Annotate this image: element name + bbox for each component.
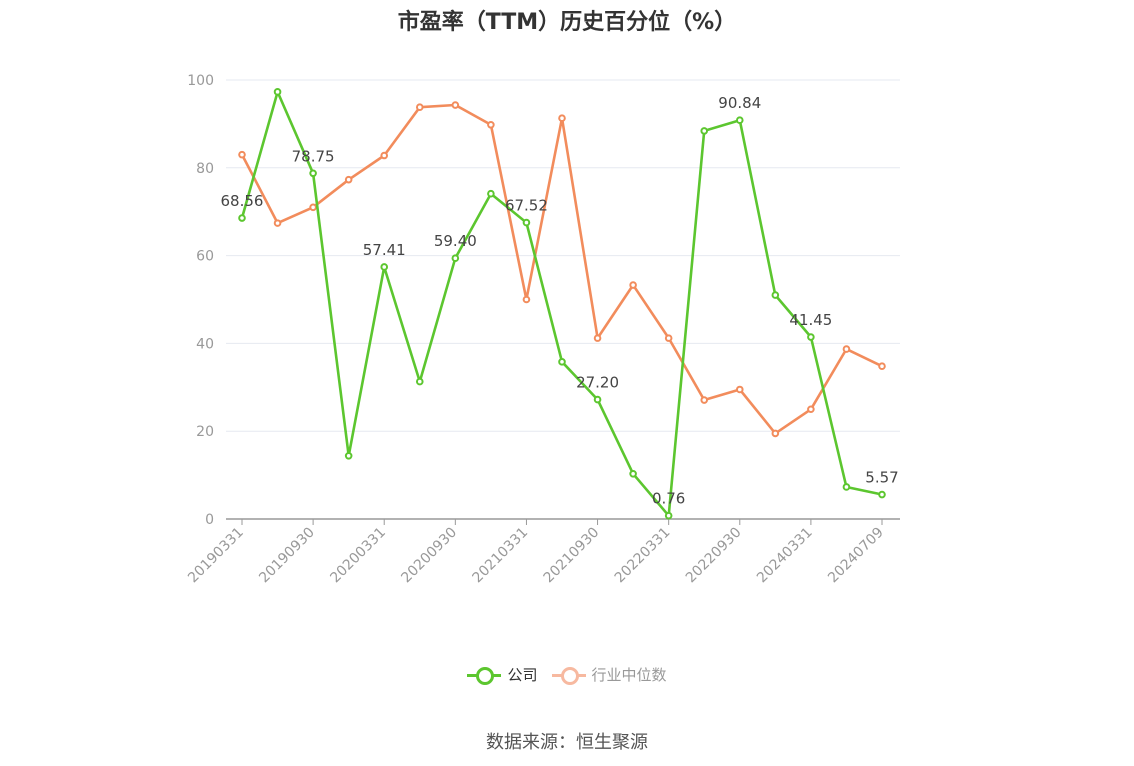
- x-tick-label: 20200930: [398, 525, 460, 587]
- company-data-point: [664, 511, 673, 520]
- company-data-point: [273, 88, 282, 96]
- industry-data-point: [629, 281, 637, 289]
- grid-layer: [226, 79, 900, 432]
- chart-title: 市盈率（TTM）历史百分位（%）: [397, 10, 737, 35]
- data-label: 59.40: [434, 232, 477, 250]
- y-tick-label: 40: [196, 336, 214, 352]
- data-label: 67.52: [505, 197, 548, 215]
- industry-data-point: [344, 175, 353, 184]
- x-tick-label: 20210331: [470, 525, 532, 587]
- y-tick-label: 80: [196, 161, 214, 177]
- industry-data-point: [842, 345, 851, 353]
- legend-item-industry[interactable]: 行业中位数: [551, 664, 667, 685]
- industry-data-point: [487, 120, 495, 129]
- y-tick-label: 0: [205, 512, 214, 528]
- data-label: 57.41: [363, 241, 406, 259]
- industry-series-line: [240, 103, 883, 435]
- data-label: 41.45: [789, 311, 832, 329]
- x-tick-label: 20190331: [185, 525, 247, 587]
- industry-data-point: [415, 103, 424, 112]
- data-label: 0.76: [652, 490, 685, 508]
- data-label: 68.56: [221, 192, 264, 210]
- x-tick-label: 20240709: [825, 525, 887, 587]
- legend-item-company[interactable]: 公司: [467, 664, 538, 685]
- company-data-point: [842, 483, 851, 491]
- series-layer: [238, 88, 886, 520]
- industry-data-point: [771, 429, 780, 438]
- company-data-point: [344, 451, 353, 460]
- company-data-point: [487, 189, 495, 198]
- industry-data-point: [238, 150, 246, 159]
- industry-data-point: [558, 114, 566, 122]
- company-data-point: [593, 395, 602, 404]
- company-data-point: [878, 490, 886, 499]
- legend: 公司 行业中位数: [0, 664, 1134, 685]
- legend-industry-label: 行业中位数: [591, 666, 667, 684]
- data-label: 78.75: [292, 147, 335, 165]
- data-label: 27.20: [576, 374, 619, 392]
- legend-industry-line-icon: [551, 665, 586, 685]
- x-tick-label: 20210930: [541, 525, 603, 587]
- industry-data-point: [309, 203, 317, 212]
- company-data-point: [700, 127, 709, 135]
- company-data-point: [629, 469, 637, 478]
- data-label: 90.84: [718, 94, 761, 112]
- x-tick-label: 20220930: [683, 525, 745, 587]
- y-tick-label: 60: [196, 249, 214, 265]
- industry-data-point: [380, 151, 389, 160]
- company-data-point: [771, 291, 780, 299]
- industry-data-point: [664, 334, 673, 342]
- company-data-point: [415, 377, 424, 386]
- company-data-point: [238, 214, 246, 222]
- x-tick-label: 20220331: [612, 525, 674, 587]
- company-data-point: [558, 358, 566, 366]
- company-series-line: [240, 90, 883, 518]
- industry-data-point: [522, 295, 531, 304]
- industry-data-point: [807, 405, 815, 414]
- industry-data-point: [878, 362, 886, 371]
- label-layer: 68.56 78.75 57.41 59.40 67.52 27.20 0.76 90.84 4…: [221, 94, 899, 507]
- data-label: 5.57: [865, 469, 898, 487]
- industry-data-point: [451, 101, 460, 109]
- legend-company-label: 公司: [507, 666, 538, 684]
- legend-company-line-icon: [467, 665, 502, 685]
- y-tick-label: 100: [187, 73, 214, 89]
- company-data-point: [451, 254, 460, 263]
- company-data-point: [735, 116, 744, 125]
- industry-data-point: [700, 396, 709, 404]
- x-tick-label: 20240331: [754, 525, 816, 587]
- company-data-point: [380, 263, 389, 271]
- company-data-point: [807, 333, 815, 341]
- y-tick-label: 20: [196, 424, 214, 440]
- industry-data-point: [735, 385, 744, 394]
- company-data-point: [522, 218, 531, 227]
- x-tick-label: 20200331: [327, 525, 389, 587]
- company-data-point: [309, 169, 317, 178]
- source-note: 数据来源：恒生聚源: [486, 732, 648, 753]
- industry-data-point: [273, 219, 282, 227]
- industry-data-point: [593, 334, 602, 342]
- x-tick-label: 20190930: [256, 525, 318, 587]
